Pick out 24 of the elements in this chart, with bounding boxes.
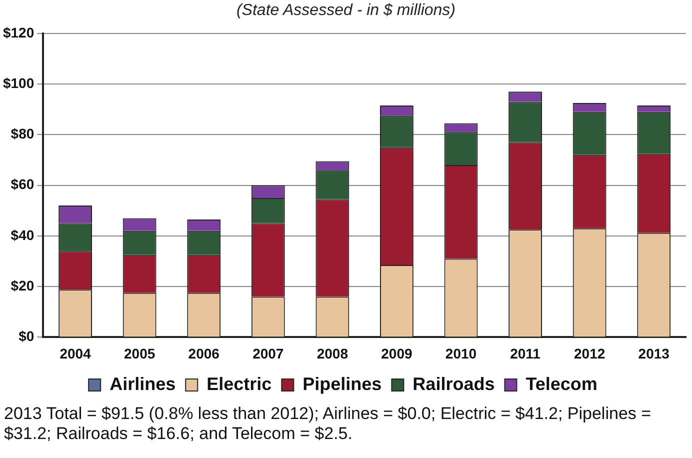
legend-label: Electric [206,374,272,394]
x-tick-label: 2011 [510,345,541,362]
x-tick-label: 2007 [252,345,284,362]
x-tick-label: 2005 [124,345,156,362]
x-tick-label: 2004 [60,345,92,362]
y-tick-label: $60 [10,176,34,192]
x-tick-label: 2010 [445,345,477,362]
y-tick-label: $100 [2,74,34,91]
y-tick-label: $40 [10,226,34,243]
y-tick-label: $120 [2,24,34,40]
x-tick-label: 2006 [188,345,220,362]
x-tick-label: 2013 [638,345,670,362]
y-tick-label: $20 [10,277,34,294]
text: 2013 Total = $91.5 (0.8% less than 2012); Airlines = $0.0; Electric = $41.2; Pipelines = $31.2; Railroads = $16.6; and Telecom = $2.5. [3,404,652,444]
legend-label: Telecom [526,374,598,394]
legend-label: Airlines [110,374,176,394]
y-tick-label: $0 [18,328,34,344]
x-tick-label: 2008 [316,345,348,362]
x-tick-label: 2012 [574,345,606,362]
legend-label: Pipelines [302,374,382,394]
chart-title: (State Assessed - in $ millions) [235,1,457,21]
legend-label: Railroads [412,374,495,394]
x-tick-label: 2009 [381,345,412,362]
y-tick-label: $80 [10,126,34,142]
